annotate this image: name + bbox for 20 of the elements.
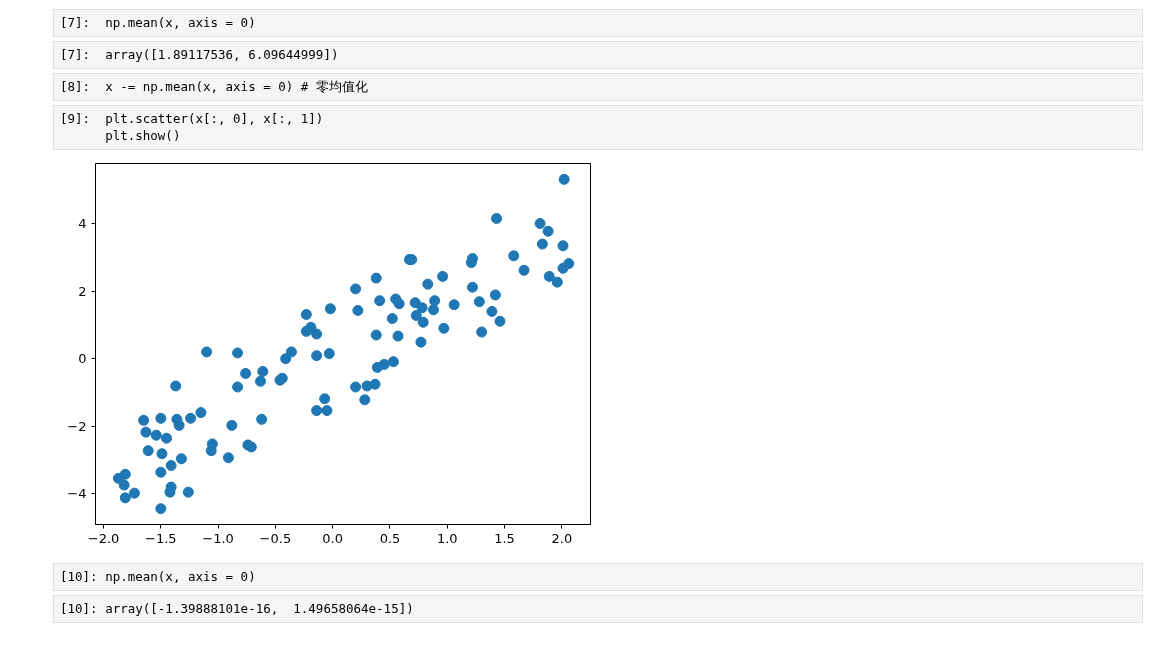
- y-tick-label: −4: [67, 486, 87, 502]
- x-tick-label: 2.0: [551, 530, 573, 546]
- x-tick-label: 1.0: [436, 530, 458, 546]
- y-tick-label: 2: [78, 283, 87, 299]
- text: [9]: plt.scatter(x[:, 0], x[:, 1]) plt.show(): [53, 104, 1143, 151]
- x-tick-label: 1.5: [494, 530, 515, 546]
- text: [10]: np.mean(x, axis = 0): [53, 563, 1143, 592]
- x-tick-label: −0.5: [259, 530, 292, 546]
- x-tick-label: 0.5: [379, 530, 401, 546]
- y-tick-label: 0: [78, 351, 87, 367]
- x-tick-label: −2.0: [87, 530, 120, 546]
- x-tick-label: 0.0: [322, 530, 344, 546]
- y-tick-label: −2: [67, 418, 87, 434]
- x-tick-label: −1.5: [145, 530, 177, 546]
- x-tick-label: −1.0: [202, 530, 234, 546]
- text: [10]: array([-1.39888101e-16, 1.49658064e-15]): [53, 595, 1143, 623]
- text: [7]: np.mean(x, axis = 0): [53, 9, 1143, 37]
- y-tick-label: 4: [78, 216, 87, 232]
- text: [8]: x -= np.mean(x, axis = 0) # 零均值化: [53, 72, 1143, 101]
- text: [7]: array([1.89117536, 6.09644999]): [53, 40, 1143, 69]
